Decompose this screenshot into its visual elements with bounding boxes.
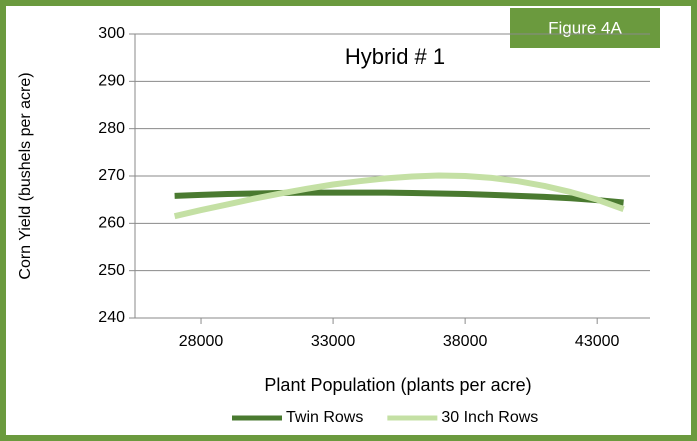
y-tick-label: 300: [98, 25, 125, 42]
y-tick-label: 240: [98, 309, 125, 326]
y-tick-label: 290: [98, 73, 125, 90]
x-axis-label: Plant Population (plants per acre): [264, 375, 531, 395]
y-tick-label: 270: [98, 167, 125, 184]
series-line: [173, 172, 625, 220]
chart-title: Hybrid # 1: [345, 44, 445, 69]
y-tick-label: 280: [98, 120, 125, 137]
series-line: [174, 189, 624, 206]
y-axis-label: Corn Yield (bushels per acre): [17, 72, 34, 279]
figure-label: Figure 4A: [548, 18, 622, 37]
x-tick-label: 43000: [575, 333, 620, 350]
x-tick-label: 38000: [443, 333, 488, 350]
figure-label-box: [510, 8, 660, 48]
y-tick-label: 260: [98, 215, 125, 232]
legend-label: 30 Inch Rows: [441, 409, 538, 426]
x-tick-label: 33000: [311, 333, 356, 350]
y-tick-label: 250: [98, 262, 125, 279]
x-tick-label: 28000: [179, 333, 224, 350]
legend-label: Twin Rows: [286, 409, 363, 426]
